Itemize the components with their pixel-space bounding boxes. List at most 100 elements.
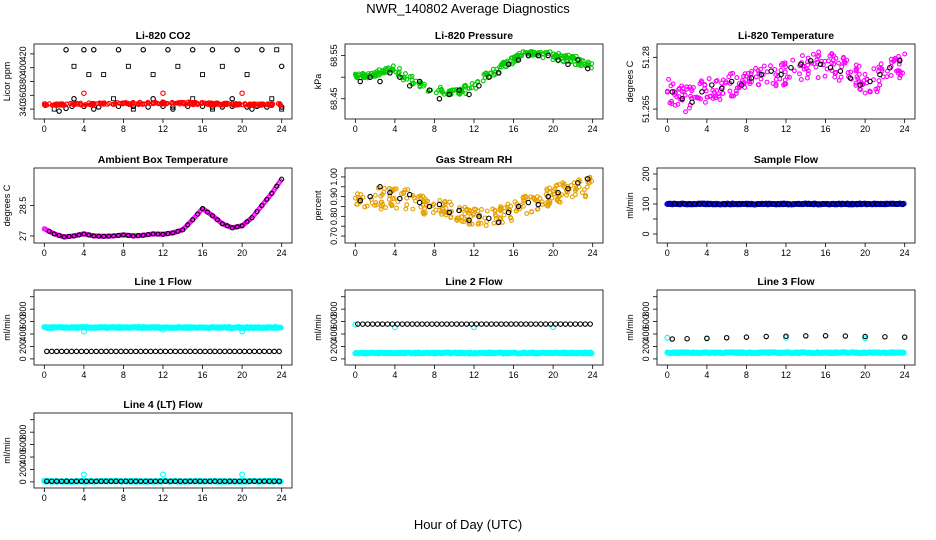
data-point — [403, 71, 408, 77]
data-point — [276, 478, 282, 485]
data-point — [520, 195, 526, 201]
data-point — [212, 348, 218, 355]
data-point — [554, 196, 560, 202]
data-point — [362, 204, 368, 210]
chart-panel: Sample Flow ml/min 0 4 8 12 16 20 24 0 100 200 — [625, 154, 916, 258]
chart-title: Gas Stream RH — [436, 154, 512, 166]
data-point — [464, 207, 470, 213]
data-point — [167, 348, 174, 355]
x-tick-label: 16 — [821, 248, 831, 258]
data-point — [584, 184, 590, 190]
x-tick-label: 16 — [509, 248, 519, 258]
x-tick-label: 8 — [432, 248, 437, 258]
data-point — [106, 100, 112, 106]
data-point — [702, 99, 708, 105]
y-tick-label: 0 — [641, 356, 651, 361]
x-tick-label: 12 — [469, 370, 479, 380]
data-point — [63, 348, 70, 355]
data-point — [471, 211, 477, 217]
data-point — [125, 63, 131, 69]
x-tick-label: 20 — [237, 248, 247, 258]
data-point — [672, 102, 678, 108]
data-point — [172, 348, 179, 355]
y-axis-label: kPa — [313, 74, 323, 90]
chart-panel: Gas Stream RH percent 0 4 8 12 16 20 24 0.700.80 0… — [313, 154, 604, 258]
data-point — [81, 90, 87, 96]
y-tick-label: 600 — [641, 314, 651, 329]
data-point — [876, 78, 882, 84]
data-point — [372, 73, 378, 79]
chart-panel: Li-820 Pressure kPa 0 4 8 12 16 20 24 68.45 68.55 — [313, 30, 604, 134]
data-point — [177, 348, 184, 355]
data-point — [862, 333, 868, 340]
data-point — [488, 321, 495, 327]
data-point — [467, 208, 472, 214]
data-point — [219, 221, 225, 227]
data-point — [133, 348, 139, 355]
data-point — [169, 99, 175, 105]
data-point — [589, 61, 595, 67]
data-point — [421, 81, 427, 87]
data-point — [200, 72, 206, 78]
y-tick-label: 0.90 — [329, 188, 339, 206]
data-point — [130, 106, 136, 112]
data-point — [417, 195, 423, 201]
data-point — [807, 58, 814, 64]
data-point — [150, 231, 156, 237]
x-tick-label: 24 — [900, 370, 910, 380]
data-point — [222, 100, 228, 106]
data-point — [710, 95, 716, 101]
data-point — [376, 71, 382, 77]
data-point — [391, 324, 398, 331]
data-point — [679, 89, 685, 94]
data-point — [877, 71, 883, 78]
x-tick-label: 12 — [469, 248, 479, 258]
data-point — [436, 96, 443, 102]
data-point — [493, 213, 499, 219]
data-point — [891, 57, 897, 63]
data-point — [486, 74, 492, 80]
data-point — [782, 81, 788, 87]
data-point — [157, 348, 164, 355]
data-point — [81, 47, 87, 53]
data-point — [403, 206, 409, 212]
data-point — [404, 76, 410, 82]
data-point — [520, 203, 526, 209]
data-point — [783, 333, 789, 339]
data-point — [554, 191, 560, 197]
chart-panel: Ambient Box Temperature degrees C 0 4 8 12 16 2… — [2, 154, 293, 258]
data-point — [224, 223, 230, 229]
y-axis-label: Licor ppm — [2, 62, 12, 102]
data-point — [858, 87, 863, 93]
data-point — [761, 63, 767, 69]
data-point — [742, 84, 748, 90]
data-point — [778, 71, 784, 78]
x-tick-label: 20 — [237, 370, 247, 380]
y-axis-label: ml/min — [625, 192, 635, 219]
data-point — [797, 71, 803, 77]
data-point — [404, 202, 410, 208]
data-point — [525, 199, 532, 206]
chart-title: Line 2 Flow — [445, 276, 503, 288]
data-point — [708, 93, 713, 99]
data-point — [249, 101, 255, 107]
data-point — [433, 207, 439, 213]
chart-title: Li-820 Pressure — [435, 30, 513, 42]
data-point — [676, 85, 682, 91]
x-tick-label: 24 — [277, 493, 287, 503]
y-tick-label: 200 — [329, 339, 339, 354]
data-point — [565, 185, 571, 192]
data-point — [425, 88, 431, 94]
data-point — [456, 87, 462, 93]
x-tick-label: 8 — [432, 124, 437, 134]
data-point — [426, 203, 433, 210]
data-point — [902, 51, 908, 57]
data-point — [484, 208, 490, 214]
x-tick-label: 12 — [781, 124, 791, 134]
data-point — [862, 71, 868, 77]
data-point — [249, 215, 255, 221]
data-point — [697, 81, 703, 87]
data-point — [461, 83, 467, 89]
data-point — [429, 321, 435, 327]
data-point — [885, 68, 890, 74]
